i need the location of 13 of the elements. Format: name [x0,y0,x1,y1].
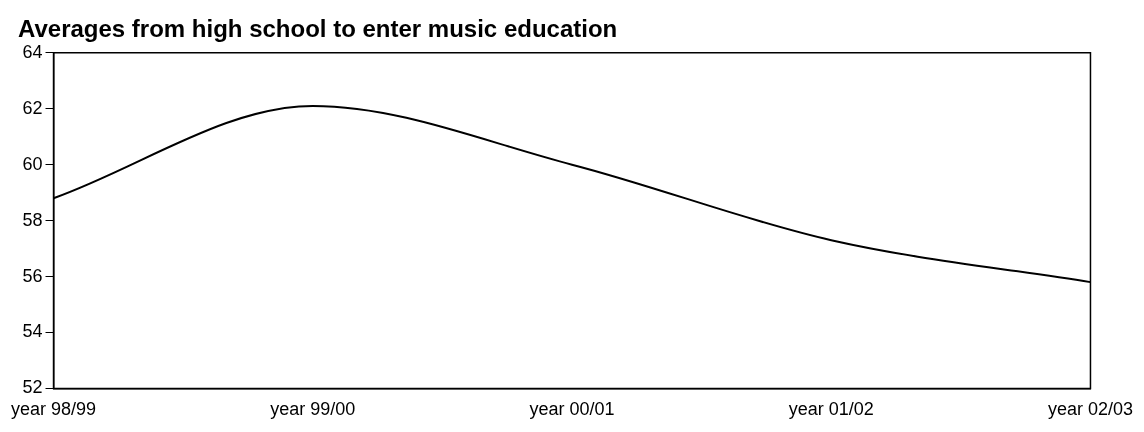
y-tick-label: 62 [22,97,43,118]
x-tick-label: year 01/02 [788,399,874,420]
y-tick-label: 58 [22,209,43,230]
y-tick-label: 54 [22,321,43,342]
x-tick-label: year 00/01 [529,399,615,420]
x-tick-label: year 02/03 [1047,399,1133,420]
chart-title: Averages from high school to enter music education [18,15,618,43]
y-tick-label: 60 [22,153,43,174]
x-tick-label: year 99/00 [270,399,356,420]
y-tick-label: 52 [22,377,43,398]
y-tick-label: 56 [22,265,43,286]
y-tick-label: 64 [22,41,43,62]
x-tick-label: year 98/99 [11,399,97,420]
